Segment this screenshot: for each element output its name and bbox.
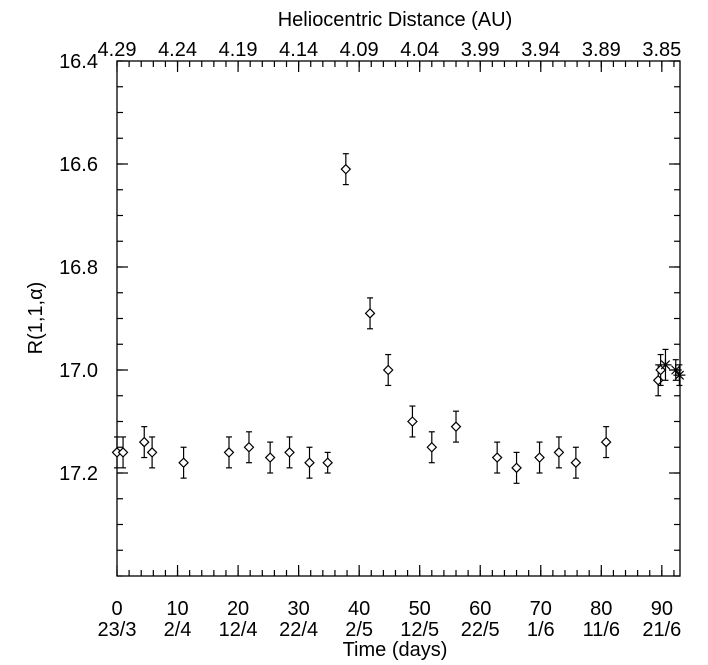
top-axis-title: Heliocentric Distance (AU) [278, 9, 513, 31]
y-axis-title: R(1,1,α) [25, 282, 47, 355]
x-tick-label: 40 [348, 598, 370, 620]
diamond-marker [322, 457, 334, 469]
asterisk-stroke [674, 370, 685, 380]
top-tick-label: 3.99 [461, 39, 500, 61]
data-point [659, 348, 672, 381]
asterisk-marker [673, 369, 686, 382]
y-tick-label: 16.4 [59, 51, 98, 73]
data-point [534, 441, 545, 474]
diamond-marker [553, 447, 565, 458]
top-tick-label: 3.85 [642, 39, 681, 61]
diamond-marker [304, 457, 315, 469]
x-date-label: 22/4 [279, 619, 318, 641]
x-date-label: 2/5 [345, 619, 373, 641]
x-tick-label: 20 [227, 598, 249, 620]
data-point [364, 297, 376, 330]
asterisk-stroke [671, 365, 681, 375]
x-date-label: 12/4 [219, 619, 258, 641]
data-point [223, 436, 235, 469]
y-tick-label: 17.0 [59, 360, 98, 382]
diamond-marker [450, 421, 462, 432]
data-point [553, 436, 565, 469]
plot-area [116, 60, 681, 577]
x-tick-label: 60 [469, 598, 491, 620]
data-point [382, 353, 394, 387]
x-date-label: 11/6 [583, 619, 620, 641]
data-point [304, 446, 315, 479]
diamond-marker [138, 436, 150, 448]
top-tick-label: 4.29 [98, 39, 137, 61]
diamond-marker [178, 457, 189, 469]
data-point [322, 451, 334, 474]
diamond-marker [223, 447, 235, 458]
diamond-marker [284, 447, 295, 458]
diamond-marker [600, 436, 612, 448]
data-point [655, 353, 666, 387]
data-point [491, 441, 503, 474]
data-point [264, 441, 276, 474]
diamond-marker [407, 416, 418, 427]
data-point [146, 436, 158, 469]
asterisk-stroke [660, 360, 671, 370]
x-axis-title: Time (days) [343, 639, 448, 661]
data-point [511, 451, 522, 484]
data-point [243, 431, 255, 464]
top-tick-label: 3.94 [521, 39, 560, 61]
y-tick-label: 17.2 [59, 463, 98, 485]
data-point [673, 364, 686, 387]
y-tick-label: 16.8 [59, 257, 98, 279]
diamond-marker [364, 308, 376, 319]
x-date-label: 22/5 [461, 619, 500, 641]
diamond-marker [340, 163, 352, 175]
x-tick-label: 10 [166, 598, 188, 620]
data-point [340, 153, 352, 186]
data-point [407, 405, 418, 438]
marks-layer [111, 153, 686, 484]
x-date-label: 1/6 [527, 619, 555, 641]
diamond-marker [652, 374, 664, 386]
data-point [450, 410, 462, 443]
x-tick-label: 30 [287, 598, 309, 620]
diamond-marker [117, 447, 129, 458]
diamond-marker [426, 441, 438, 453]
y-tick-label: 16.6 [59, 154, 98, 176]
diamond-marker [534, 452, 545, 463]
x-date-label: 21/6 [642, 619, 681, 641]
diamond-marker [382, 364, 394, 376]
x-tick-label: 80 [590, 598, 612, 620]
top-tick-label: 4.04 [400, 39, 439, 61]
x-tick-label: 50 [409, 598, 431, 620]
data-point [178, 446, 189, 479]
x-date-label: 2/4 [164, 619, 192, 641]
top-tick-label: 4.09 [340, 39, 379, 61]
diamond-marker [243, 441, 255, 453]
diamond-marker [264, 452, 276, 463]
top-tick-label: 3.89 [582, 39, 621, 61]
data-point [284, 436, 295, 469]
top-tick-label: 4.14 [279, 39, 318, 61]
x-tick-label: 0 [111, 598, 122, 620]
x-tick-label: 90 [651, 598, 673, 620]
diamond-marker [570, 457, 582, 469]
x-date-label: 12/5 [400, 619, 439, 641]
data-point [138, 426, 150, 459]
diamond-marker [491, 452, 503, 463]
plot-frame [116, 60, 681, 577]
data-point [570, 446, 582, 479]
x-date-label: 23/3 [98, 619, 137, 641]
diamond-marker [146, 447, 158, 458]
data-point [117, 436, 129, 469]
asterisk-marker [659, 358, 672, 371]
x-tick-label: 70 [530, 598, 552, 620]
data-point [600, 426, 612, 459]
top-tick-label: 4.19 [219, 39, 258, 61]
diamond-marker [511, 462, 522, 474]
data-point [426, 431, 438, 464]
top-tick-label: 4.24 [158, 39, 197, 61]
